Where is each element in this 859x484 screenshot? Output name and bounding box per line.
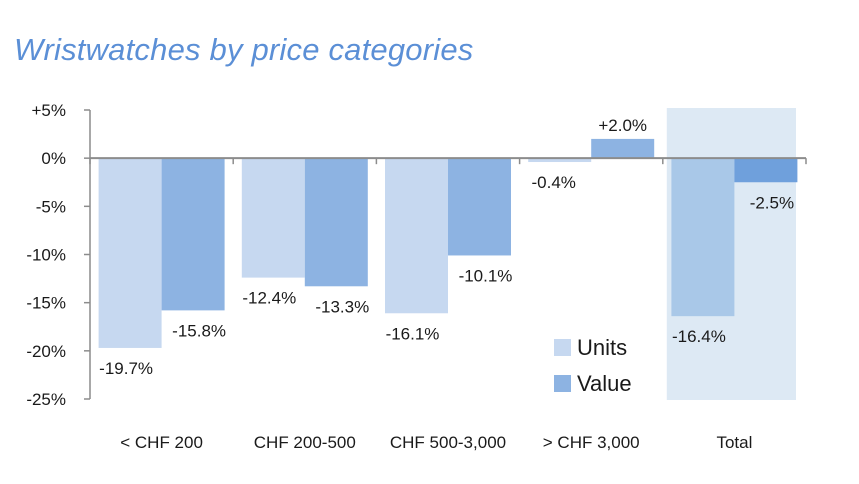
bar-units [385, 158, 448, 314]
y-tick-label: -15% [26, 294, 66, 313]
bar-value [304, 158, 368, 287]
data-label-value: +2.0% [598, 116, 647, 135]
legend-label-value: Value [577, 371, 632, 396]
bar-value [734, 158, 798, 183]
bar-value [448, 158, 511, 256]
data-label-units: -0.4% [531, 173, 575, 192]
y-tick-label: -25% [26, 390, 66, 409]
bar-units [98, 158, 162, 348]
category-label: CHF 200-500 [254, 433, 356, 452]
data-label-value: -15.8% [172, 321, 226, 340]
category-label: > CHF 3,000 [543, 433, 640, 452]
legend-swatch-value [554, 375, 571, 392]
bar-value [591, 138, 655, 159]
y-tick-label: 0% [41, 149, 66, 168]
data-label-units: -16.1% [386, 324, 440, 343]
legend-label-units: Units [577, 335, 627, 360]
data-label-value: -13.3% [315, 297, 369, 316]
data-label-value: -10.1% [459, 266, 513, 285]
bar-units [528, 158, 592, 163]
bar-units [241, 158, 305, 278]
category-label: < CHF 200 [120, 433, 203, 452]
y-tick-label: -5% [36, 197, 66, 216]
data-label-units: -16.4% [672, 327, 726, 346]
chart-title: Wristwatches by price categories [14, 32, 474, 67]
y-tick-label: +5% [32, 101, 67, 120]
bar-value [161, 158, 225, 311]
bar-units [671, 158, 735, 317]
data-label-value: -2.5% [750, 193, 794, 212]
data-label-units: -12.4% [242, 289, 296, 308]
y-tick-label: -10% [26, 246, 66, 265]
data-label-units: -19.7% [99, 359, 153, 378]
y-tick-label: -20% [26, 342, 66, 361]
legend-swatch-units [554, 339, 571, 356]
category-label: CHF 500-3,000 [390, 433, 506, 452]
category-label: Total [716, 433, 752, 452]
